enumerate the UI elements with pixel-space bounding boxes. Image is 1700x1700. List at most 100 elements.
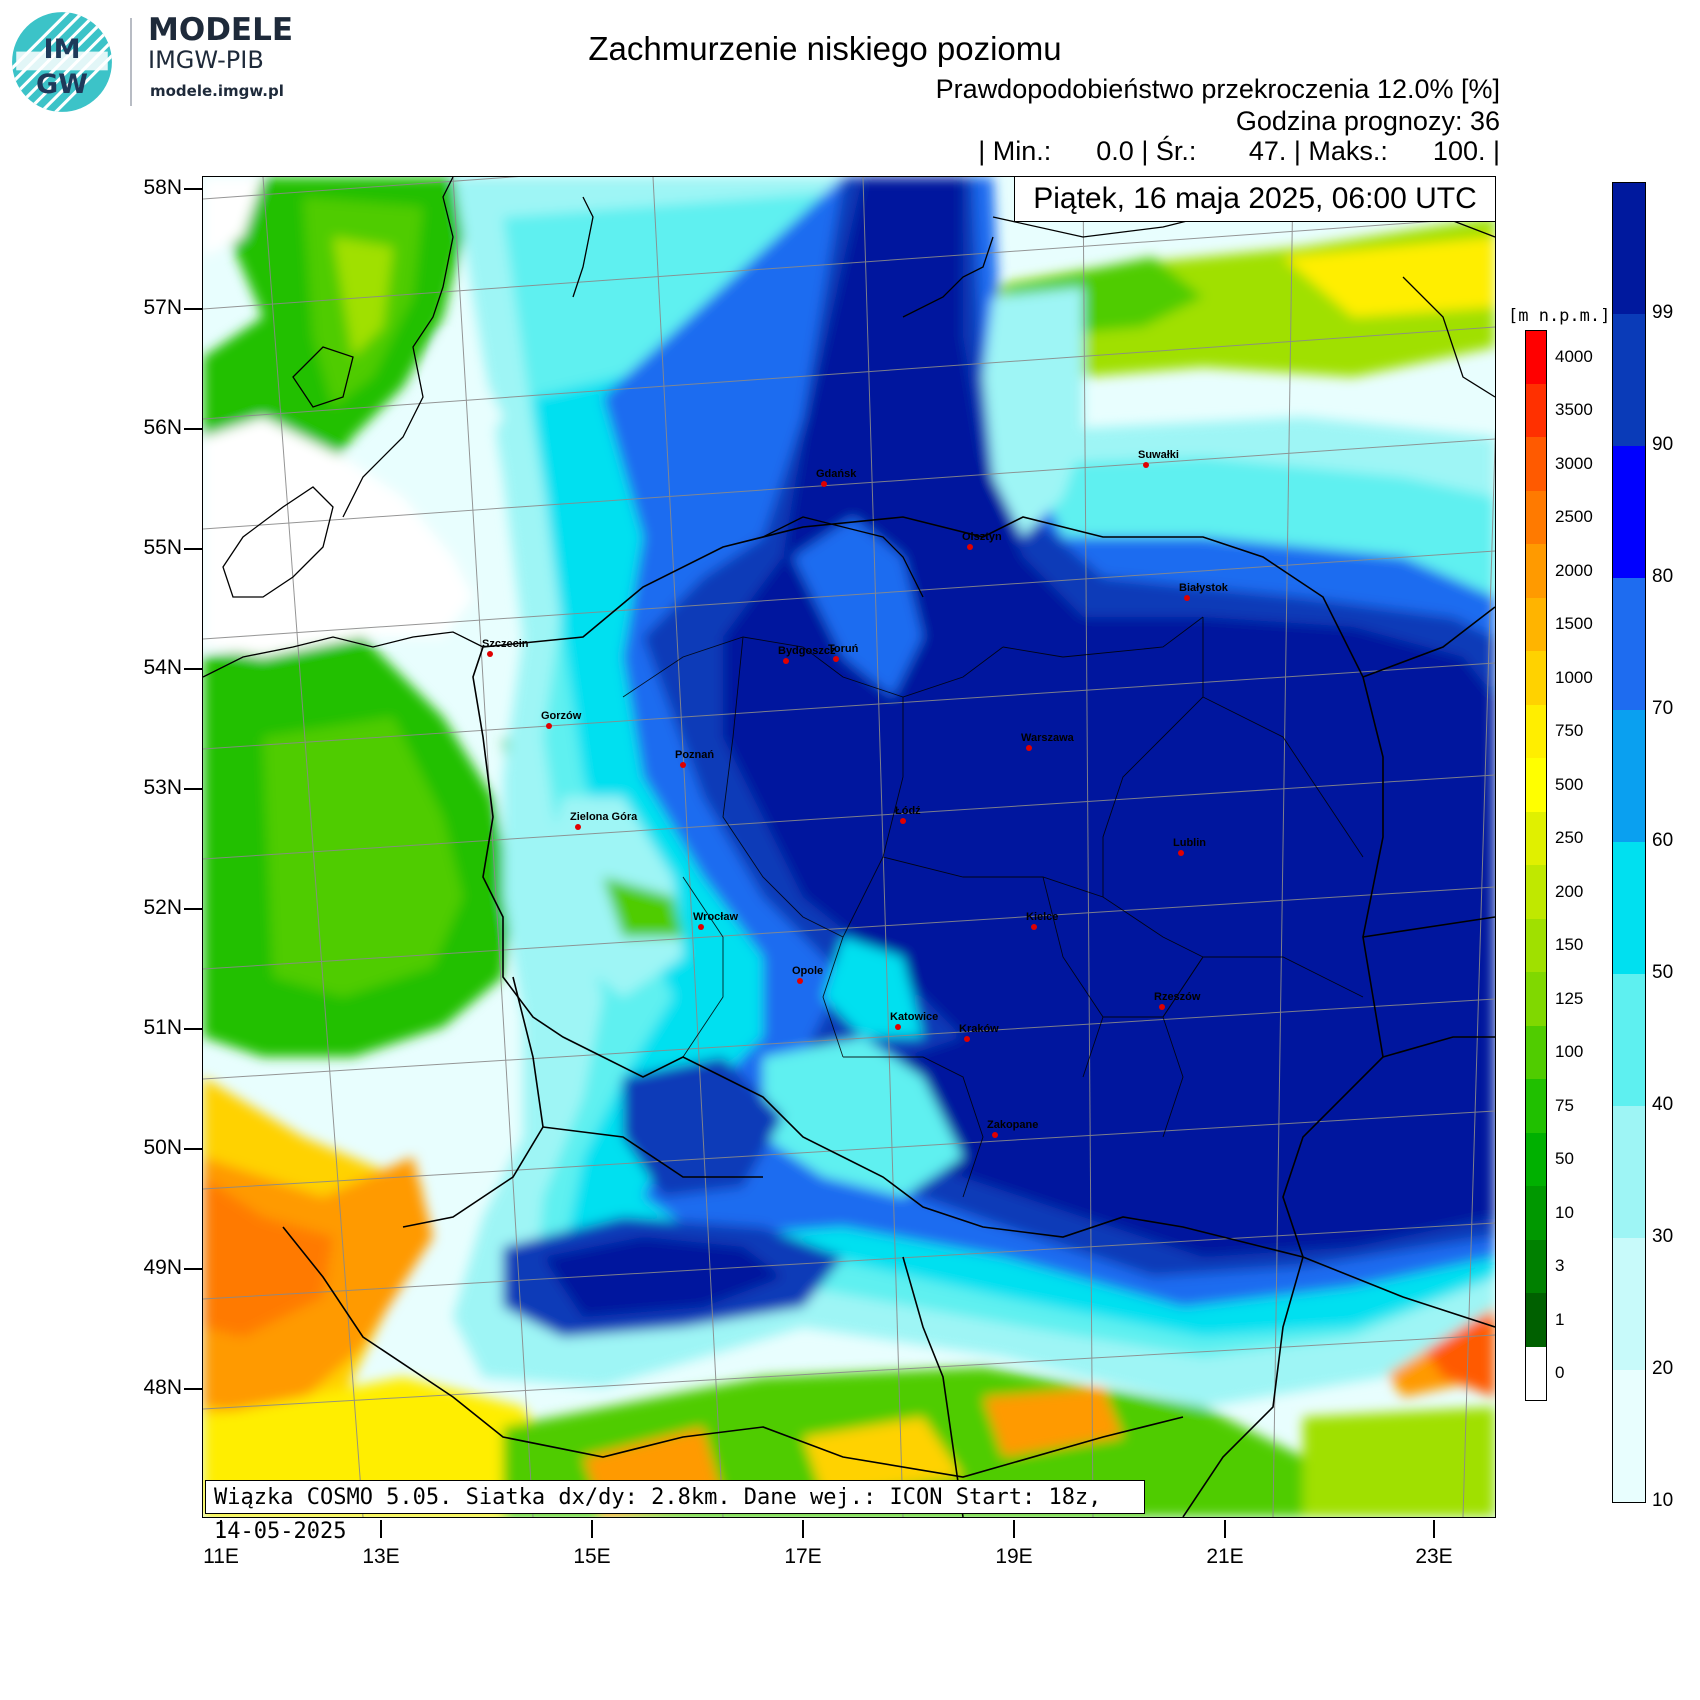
city-dot <box>900 818 906 824</box>
lat-tick <box>184 188 202 190</box>
lat-tick <box>184 788 202 790</box>
city-dot <box>797 978 803 984</box>
city-dot <box>546 723 552 729</box>
country-borders <box>282 516 1495 1517</box>
altitude-swatch <box>1525 330 1547 385</box>
city-label: Olsztyn <box>962 531 1002 543</box>
lat-label-56N: 56N <box>143 416 182 439</box>
cloud-label: 90 <box>1652 434 1674 455</box>
lon-label-17E: 17E <box>784 1545 822 1568</box>
cloud-swatch <box>1612 446 1646 578</box>
logo-org: IMGW-PIB <box>148 46 264 74</box>
altitude-label: 50 <box>1555 1149 1574 1169</box>
city-dot <box>964 1036 970 1042</box>
altitude-swatch <box>1525 1132 1547 1186</box>
lon-tick <box>591 1520 593 1538</box>
logo-divider <box>130 18 132 106</box>
lon-label-21E: 21E <box>1206 1545 1244 1568</box>
altitude-label: 200 <box>1555 881 1584 901</box>
city-label: Wrocław <box>693 911 738 923</box>
lat-tick <box>184 1388 202 1390</box>
lat-label-51N: 51N <box>143 1016 182 1039</box>
lat-tick <box>184 428 202 430</box>
city-label: Lublin <box>1173 837 1206 849</box>
lon-tick <box>802 1520 804 1538</box>
city-label: Katowice <box>890 1011 938 1023</box>
altitude-swatch <box>1525 758 1547 812</box>
city-dot <box>575 824 581 830</box>
logo-brand: MODELE <box>148 12 294 48</box>
svg-text:GW: GW <box>36 69 88 100</box>
lat-label-48N: 48N <box>143 1376 182 1399</box>
lat-label-54N: 54N <box>143 656 182 679</box>
lat-tick <box>184 1028 202 1030</box>
lat-label-52N: 52N <box>143 896 182 919</box>
lat-tick <box>184 908 202 910</box>
lon-tick <box>220 1520 222 1538</box>
altitude-swatch <box>1525 383 1547 437</box>
map-title: Zachmurzenie niskiego poziomu <box>588 30 1062 67</box>
altitude-label: 0 <box>1555 1363 1565 1383</box>
cloud-swatch <box>1612 182 1646 315</box>
cloud-label: 60 <box>1652 830 1674 851</box>
city-dot <box>1143 462 1149 468</box>
altitude-swatch <box>1525 544 1547 598</box>
map-area: Gdańsk Suwałki Olsztyn Białystok Szczecin Byd… <box>202 176 1496 1518</box>
altitude-label: 250 <box>1555 828 1584 848</box>
altitude-swatch <box>1525 704 1547 758</box>
logo-mark: IM <box>44 34 81 65</box>
lon-tick <box>380 1520 382 1538</box>
altitude-label: 1 <box>1555 1309 1565 1329</box>
city-dot <box>833 656 839 662</box>
altitude-label: 500 <box>1555 774 1584 794</box>
city-label: Warszawa <box>1021 732 1075 744</box>
graticule <box>203 177 1495 1517</box>
cloud-label: 30 <box>1652 1226 1674 1247</box>
city-label: Gdańsk <box>816 468 857 480</box>
city-dot <box>992 1132 998 1138</box>
cloud-swatch <box>1612 1106 1646 1238</box>
cloud-swatch <box>1612 842 1646 974</box>
lat-tick <box>184 668 202 670</box>
city-dot <box>895 1024 901 1030</box>
cloud-label: 10 <box>1652 1490 1674 1511</box>
lon-tick <box>1013 1520 1015 1538</box>
altitude-label: 75 <box>1555 1095 1574 1115</box>
city-dot <box>698 924 704 930</box>
altitude-swatch <box>1525 597 1547 651</box>
city-dot <box>967 544 973 550</box>
lat-tick <box>184 1268 202 1270</box>
lat-label-55N: 55N <box>143 536 182 559</box>
imgw-logo: IM GW <box>12 12 112 112</box>
city-label: Opole <box>792 965 823 977</box>
city-label: Rzeszów <box>1154 991 1201 1003</box>
city-dot <box>1184 595 1190 601</box>
cloud-swatch <box>1612 314 1646 446</box>
altitude-swatch <box>1525 972 1547 1026</box>
city-dot <box>1159 1004 1165 1010</box>
city-label: Zakopane <box>987 1119 1038 1131</box>
cloud-label: 50 <box>1652 962 1674 983</box>
lon-label-23E: 23E <box>1415 1545 1453 1568</box>
lat-label-49N: 49N <box>143 1256 182 1279</box>
city-label: Łódź <box>895 805 921 817</box>
city-label: Suwałki <box>1138 449 1179 461</box>
city-dot <box>783 658 789 664</box>
city-label: Toruń <box>828 643 859 655</box>
city-label: Kraków <box>959 1023 999 1035</box>
altitude-swatch <box>1525 651 1547 705</box>
altitude-label: 1500 <box>1555 614 1593 634</box>
logo-url[interactable]: modele.imgw.pl <box>150 82 284 100</box>
city-dot <box>680 762 686 768</box>
altitude-swatch <box>1525 1346 1547 1401</box>
altitude-swatch <box>1525 1239 1547 1293</box>
cloud-label: 99 <box>1652 302 1674 323</box>
altitude-swatch <box>1525 1186 1547 1240</box>
altitude-swatch <box>1525 811 1547 865</box>
city-label: Zielona Góra <box>570 811 638 823</box>
altitude-swatch <box>1525 1079 1547 1133</box>
lon-label-11E: 11E <box>203 1545 239 1568</box>
cloud-label: 80 <box>1652 566 1674 587</box>
city-dot <box>1026 745 1032 751</box>
city-label: Białystok <box>1179 582 1229 594</box>
